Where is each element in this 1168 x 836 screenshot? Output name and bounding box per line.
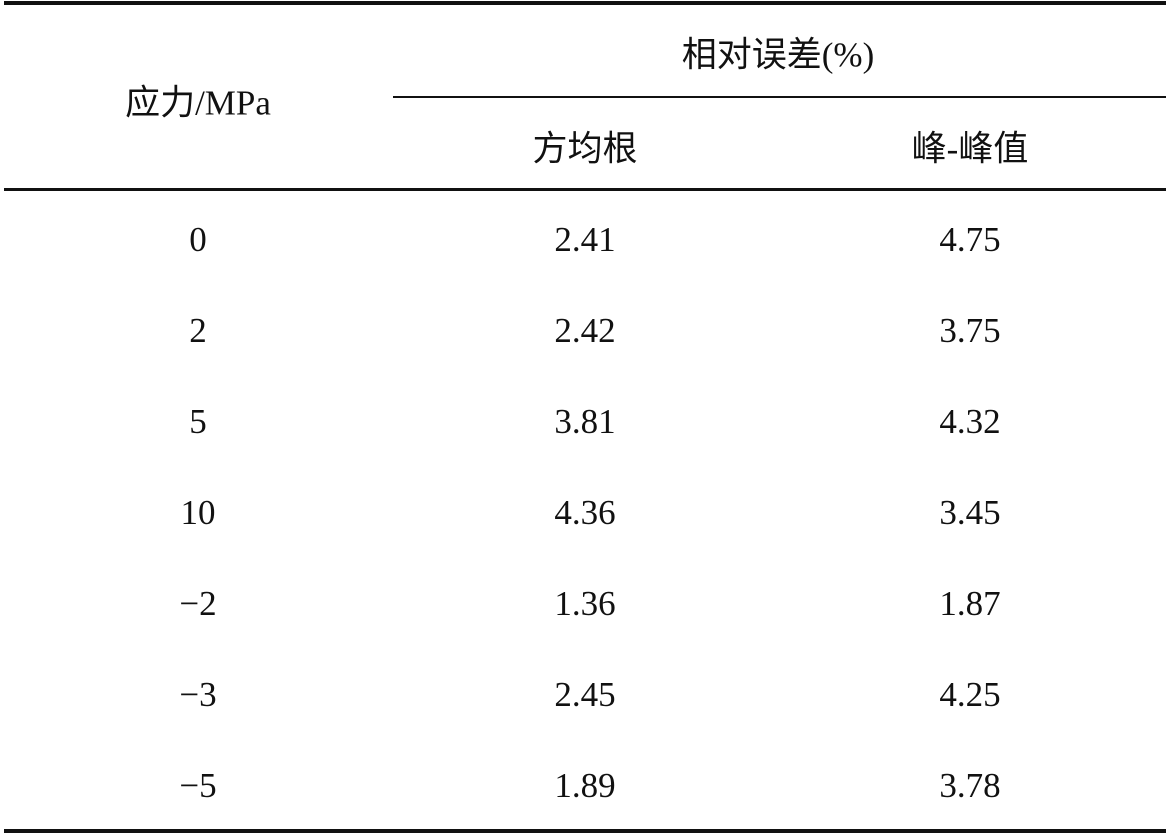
- stress-cell: 5: [189, 402, 207, 441]
- value-cell: 4.25: [939, 675, 1001, 714]
- value-cell: 1.87: [939, 584, 1001, 623]
- value-cell: 2.42: [554, 311, 616, 350]
- value-cell: 3.75: [939, 311, 1001, 350]
- bottom-rule: [4, 829, 1166, 833]
- value-cell: 2.45: [554, 675, 616, 714]
- stress-cell: 0: [189, 220, 207, 259]
- value-cell: 3.78: [939, 766, 1001, 805]
- value-cell: 2.41: [554, 220, 616, 259]
- stress-cell: 10: [180, 493, 216, 532]
- value-cell: 4.32: [939, 402, 1001, 441]
- value-cell: 1.36: [554, 584, 616, 623]
- stress-header: 应力/MPa: [125, 83, 271, 123]
- group-header: 相对误差(%): [681, 35, 875, 75]
- value-cell: 3.81: [554, 402, 616, 441]
- top-rule: [4, 1, 1166, 5]
- column-header: 峰-峰值: [911, 129, 1029, 169]
- value-cell: 1.89: [554, 766, 616, 805]
- stress-cell: −2: [179, 584, 217, 623]
- column-header: 方均根: [532, 129, 638, 169]
- header-rule: [4, 188, 1166, 191]
- group-rule: [393, 96, 1166, 98]
- value-cell: 4.75: [939, 220, 1001, 259]
- value-cell: 4.36: [554, 493, 616, 532]
- stress-cell: −3: [179, 675, 217, 714]
- value-cell: 3.45: [939, 493, 1001, 532]
- stress-cell: −5: [179, 766, 217, 805]
- stress-cell: 2: [189, 311, 207, 350]
